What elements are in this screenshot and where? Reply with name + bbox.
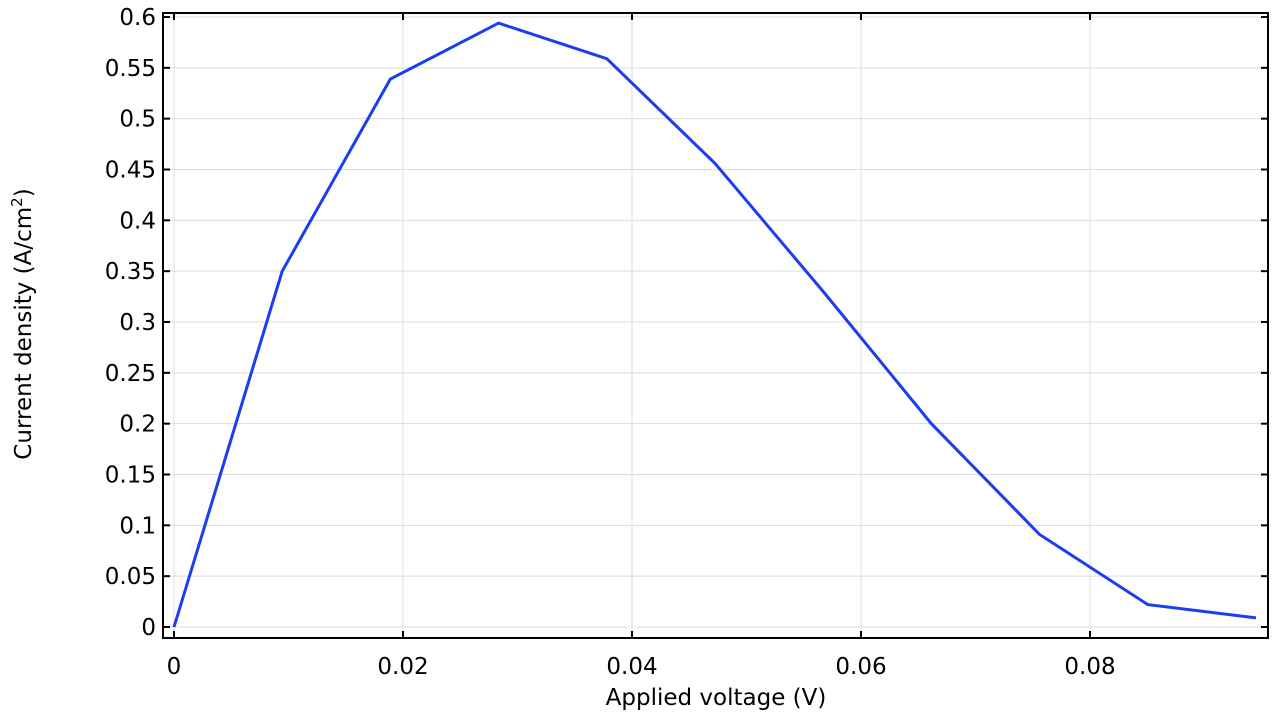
x-tick-label: 0.06: [835, 654, 886, 680]
y-tick-label: 0.1: [119, 513, 156, 539]
x-tick-labels: 0 0.02 0.04 0.06 0.08: [167, 654, 1116, 680]
data-series: [172, 21, 1257, 628]
x-axis-title: Applied voltage (V): [606, 685, 827, 711]
x-tick-label: 0.02: [377, 654, 428, 680]
y-tick-label: 0.05: [105, 564, 156, 590]
plot-frame: [162, 12, 1269, 639]
y-tick-label: 0.45: [105, 158, 156, 184]
y-tick-label: 0.15: [105, 463, 156, 489]
y-tick-label: 0.35: [105, 259, 156, 285]
y-tick-label: 0.4: [119, 208, 156, 234]
series-line: [172, 21, 1257, 628]
grid-lines: [163, 13, 1268, 638]
y-axis-title-tail: ): [11, 188, 37, 197]
y-axis-title-base: Current density (A/cm: [11, 207, 37, 460]
y-tick-label: 0.3: [119, 310, 156, 336]
y-axis-title: Current density (A/cm2): [8, 188, 37, 459]
y-tick-label: 0.25: [105, 361, 156, 387]
y-tick-label: 0: [141, 615, 156, 641]
x-tick-label: 0: [167, 654, 182, 680]
x-tick-label: 0.08: [1064, 654, 1115, 680]
y-tick-label: 0.55: [105, 56, 156, 82]
y-tick-labels: 0 0.05 0.1 0.15 0.2 0.25 0.3 0.35 0.4 0.45 0.5 0.55…: [105, 5, 156, 641]
x-tick-label: 0.04: [606, 654, 657, 680]
y-tick-label: 0.5: [119, 107, 156, 133]
y-tick-label: 0.2: [119, 412, 156, 438]
y-axis-title-superscript: 2: [8, 197, 26, 207]
axis-ticks: [163, 13, 1268, 638]
y-tick-label: 0.6: [119, 5, 156, 31]
